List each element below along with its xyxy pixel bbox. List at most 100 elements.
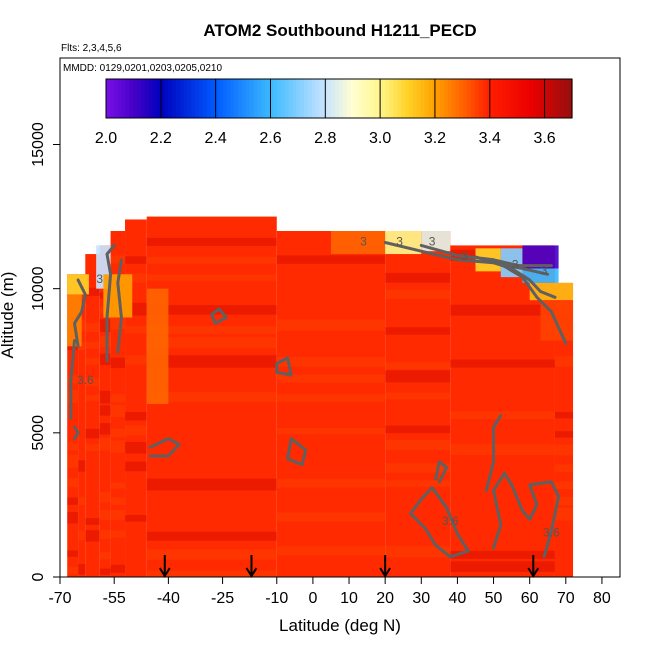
heatmap-band [78, 497, 86, 506]
heatmap-band [554, 356, 574, 367]
colorbar-segment [327, 79, 332, 118]
heatmap-band [110, 394, 126, 403]
heatmap-band [276, 374, 386, 383]
heatmap-band [99, 423, 111, 435]
colorbar-segment [109, 79, 115, 118]
contour-line [484, 414, 503, 492]
heatmap-band [67, 443, 79, 451]
colorbar-segment [548, 79, 554, 118]
x-tick-label: 30 [412, 590, 430, 607]
colorbar-segment [257, 79, 262, 118]
colorbar-segment [482, 79, 488, 118]
colorbar-segment [439, 79, 445, 118]
heatmap-band [385, 546, 451, 558]
domain-column [85, 254, 100, 578]
colorbar-segment [502, 79, 507, 118]
heatmap-band [385, 425, 451, 434]
contour-line [383, 241, 550, 276]
colorbar-segment [505, 79, 511, 118]
colorbar-segment [381, 79, 387, 118]
heatmap-band [276, 357, 386, 367]
colorbar-segment [540, 79, 546, 118]
heatmap-band [110, 357, 126, 369]
colorbar-segment [509, 79, 515, 118]
heatmap-band [450, 411, 555, 420]
colorbar-tick-label: 2.0 [95, 130, 117, 147]
colorbar-segment [300, 79, 305, 118]
heatmap-band [276, 478, 386, 488]
colorbar-segment [412, 79, 418, 118]
colorbar-segment [253, 79, 259, 118]
dates-note: MMDD: 0129,0201,0203,0205,0210 [63, 63, 222, 74]
colorbar-segment [319, 79, 325, 118]
colorbar-segment [373, 79, 379, 118]
colorbar-segment [292, 79, 297, 118]
chart-title: ATOM2 Southbound H1211_PECD [203, 21, 476, 40]
colorbar-segment [521, 79, 526, 118]
heatmap-band [99, 319, 111, 333]
colorbar-segment [366, 79, 371, 118]
colorbar-segment [529, 79, 534, 118]
plot-frame [59, 57, 621, 578]
heatmap-band [554, 507, 574, 521]
heatmap-band [385, 480, 451, 487]
colorbar-tick-label: 3.2 [424, 130, 446, 147]
colorbar-segment [210, 79, 216, 118]
heatmap-band [450, 359, 555, 368]
x-tick-label: 80 [593, 590, 611, 607]
heatmap-band [67, 497, 79, 505]
x-axis-label: Latitude (deg N) [279, 616, 401, 635]
colorbar-segment [234, 79, 239, 118]
heatmap-band [110, 530, 126, 538]
heatmap-patch [522, 245, 559, 269]
heatmap-band [146, 257, 277, 264]
heatmap-band [146, 274, 277, 281]
contour-line [492, 258, 568, 345]
contour-label: 3 [96, 272, 103, 286]
heatmap-band [146, 337, 277, 349]
colorbar-segment [183, 79, 189, 118]
colorbar-segment [307, 79, 313, 118]
y-tick-label: 15000 [30, 122, 47, 167]
domain-column [385, 231, 451, 577]
colorbar-tick-label: 2.4 [205, 130, 227, 147]
colorbar-segment [335, 79, 340, 118]
heatmap-band [99, 510, 111, 520]
colorbar-segment [241, 79, 247, 118]
colorbar-segment [389, 79, 394, 118]
heatmap-band [125, 256, 147, 264]
colorbar-segment [459, 79, 464, 118]
heatmap-band [125, 441, 147, 454]
heatmap-band [554, 431, 574, 438]
heatmap-band [385, 370, 451, 383]
heatmap-band [110, 317, 126, 330]
heatmap-band [67, 375, 79, 384]
colorbar-segment [358, 79, 363, 118]
domain-column [276, 231, 386, 577]
colorbar-segment [331, 79, 336, 118]
heatmap-band [554, 412, 574, 419]
heatmap-band [67, 512, 79, 524]
colorbar-segment [276, 79, 282, 118]
heatmap-band [85, 530, 100, 542]
heatmap-band [110, 497, 126, 506]
heatmap-band [67, 477, 79, 488]
heatmap-band [99, 568, 111, 575]
colorbar-segment [168, 79, 173, 118]
colorbar-segment [552, 79, 558, 118]
colorbar-segment [525, 79, 530, 118]
flights-note: Flts: 2,3,4,5,6 [61, 43, 122, 54]
colorbar-segment [405, 79, 410, 118]
colorbar-segment [463, 79, 468, 118]
colorbar-segment [443, 79, 449, 118]
heatmap-band [554, 496, 574, 506]
heatmap-band [385, 463, 451, 473]
heatmap-band [146, 531, 277, 541]
colorbar-segment [513, 79, 519, 118]
heatmap-band [125, 355, 147, 365]
heatmap-band [99, 492, 111, 503]
colorbar-tick-label: 3.0 [369, 130, 391, 147]
colorbar-segment [474, 79, 480, 118]
colorbar-segment [304, 79, 309, 118]
colorbar-segment [428, 79, 433, 118]
